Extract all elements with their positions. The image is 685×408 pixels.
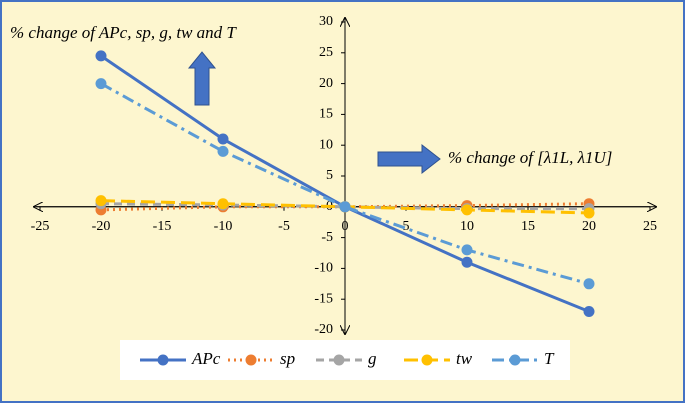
y-tick-label: -15 [314, 291, 333, 306]
x-tick-label: 0 [342, 219, 349, 234]
point [95, 195, 107, 207]
y-tick-label: 30 [319, 14, 333, 29]
y-tick-label: 15 [319, 107, 333, 122]
point [461, 244, 473, 256]
y-tick-label: 5 [326, 168, 333, 183]
x-annotation: % change of [λ1L, λ1U] [448, 148, 612, 167]
point [583, 207, 595, 219]
point [339, 201, 351, 213]
x-tick-label: 5 [403, 219, 410, 234]
y-tick-label: 10 [319, 137, 333, 152]
x-tick-label: -20 [92, 219, 111, 234]
legend-label: tw [456, 349, 473, 368]
x-tick-label: -25 [31, 219, 50, 234]
y-tick-label: -20 [314, 322, 333, 337]
point [217, 145, 229, 157]
series-line [100, 202, 589, 211]
legend-marker [245, 354, 257, 366]
point [583, 306, 595, 318]
y-tick-label: 25 [319, 45, 333, 60]
y-annotation: % change of APc, sp, g, tw and T [10, 23, 237, 42]
legend-label: T [544, 349, 555, 368]
legend-marker [333, 354, 345, 366]
y-tick-label: -10 [314, 261, 333, 276]
point [461, 204, 473, 216]
x-tick-label: 15 [521, 219, 535, 234]
legend-label: g [368, 349, 377, 368]
point [95, 78, 107, 90]
y-tick-label: 20 [319, 76, 333, 91]
legend-marker [509, 354, 521, 366]
x-tick-label: 20 [582, 219, 596, 234]
x-tick-label: -15 [153, 219, 172, 234]
series-line [100, 82, 590, 286]
right-arrow [377, 143, 441, 175]
x-tick-label: -5 [278, 219, 290, 234]
point [217, 198, 229, 210]
legend-marker [421, 354, 433, 366]
point [583, 278, 595, 290]
y-tick-label: -5 [321, 230, 333, 245]
point [95, 50, 107, 62]
x-tick-label: -10 [214, 219, 233, 234]
legend-marker [157, 354, 169, 366]
point [461, 256, 473, 268]
legend-label: APc [191, 349, 221, 368]
legend-label: sp [280, 349, 295, 368]
point [217, 133, 229, 145]
x-tick-label: 10 [460, 219, 474, 234]
x-tick-label: 25 [643, 219, 657, 234]
up-arrow [187, 51, 217, 106]
